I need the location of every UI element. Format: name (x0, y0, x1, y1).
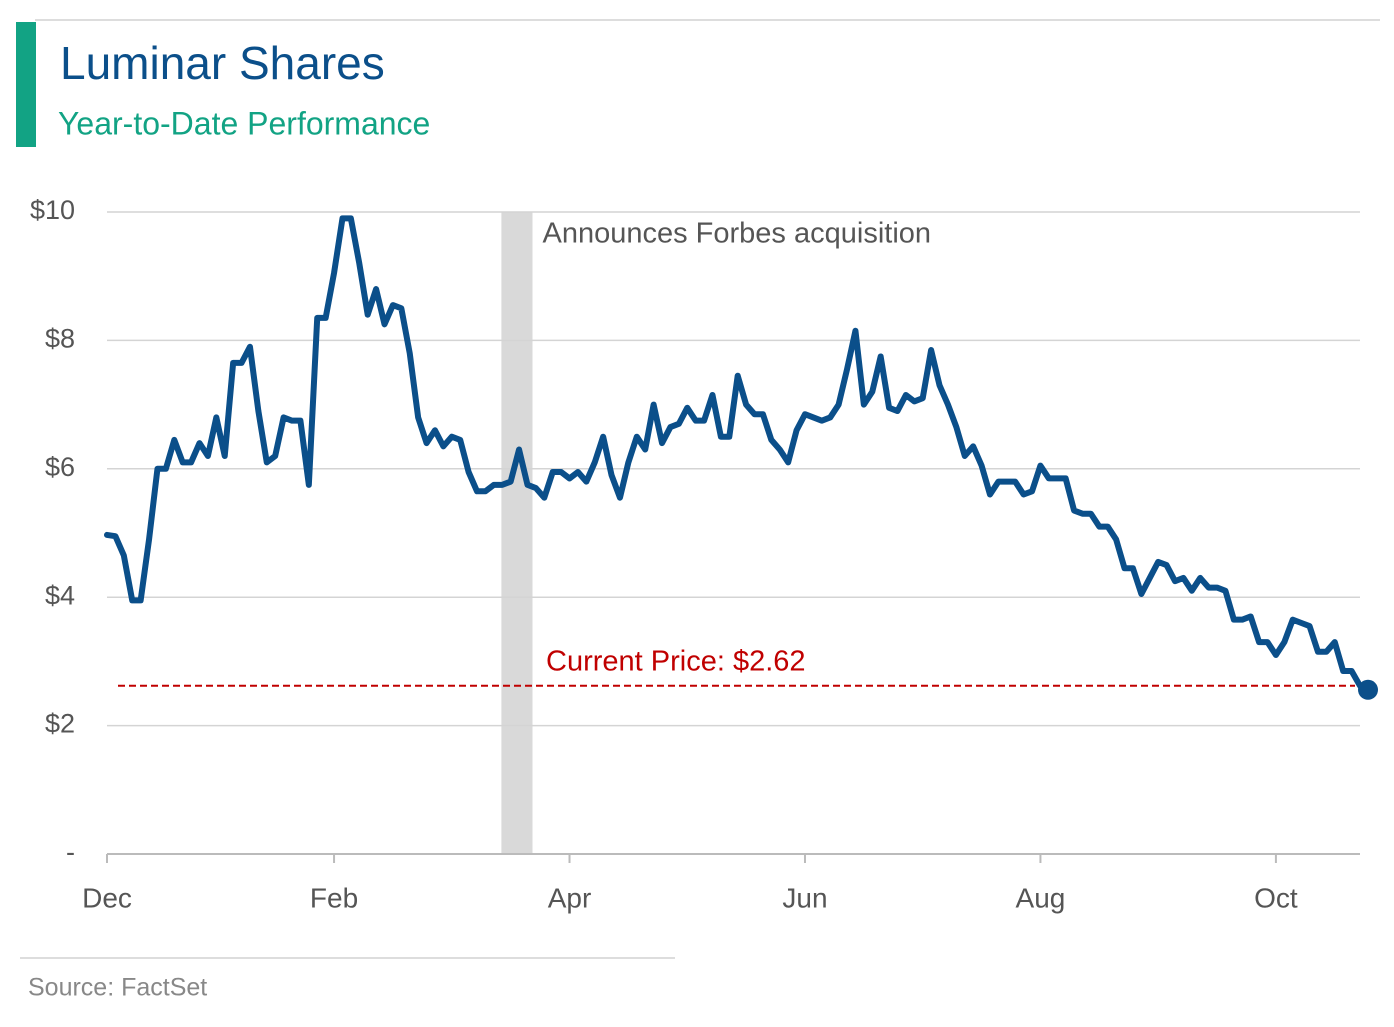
y-tick-label: $6 (45, 452, 75, 482)
title-accent (16, 22, 36, 147)
x-tick-label: Oct (1254, 882, 1298, 913)
x-tick-label: Aug (1016, 882, 1066, 913)
y-tick-label: $4 (45, 580, 75, 610)
chart-subtitle: Year-to-Date Performance (58, 105, 430, 141)
x-tick-label: Apr (548, 882, 592, 913)
x-tick-label: Dec (82, 882, 132, 913)
highlight-band (501, 212, 533, 854)
x-tick-label: Jun (782, 882, 827, 913)
current-price-dot (1358, 679, 1378, 700)
source: Source: FactSet (28, 974, 207, 1002)
y-tick-label: $10 (30, 195, 75, 225)
chart-title: Luminar Shares (60, 37, 385, 89)
x-tick-label: Feb (310, 882, 358, 913)
y-tick-label: $8 (45, 324, 75, 354)
highlight-label: Announces Forbes acquisition (543, 218, 932, 250)
y-tick-label: $2 (45, 709, 75, 739)
reference-label: Current Price: $2.62 (546, 645, 806, 677)
price-line (104, 215, 1363, 689)
y-tick-label: - (66, 837, 75, 867)
